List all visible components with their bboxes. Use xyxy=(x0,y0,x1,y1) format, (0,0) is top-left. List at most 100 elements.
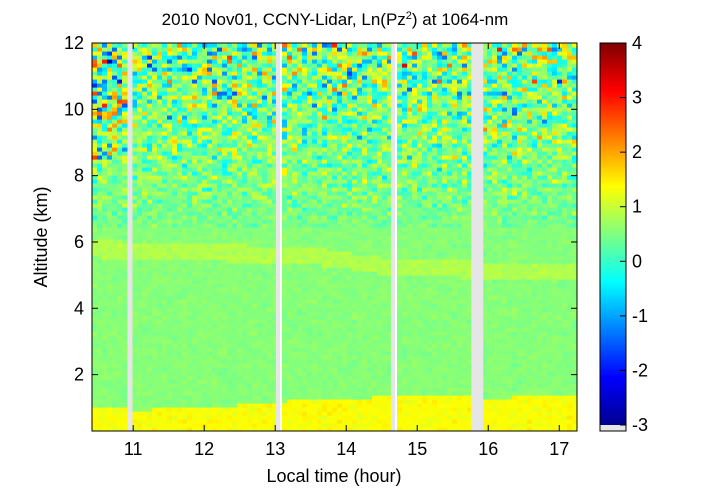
heatmap-cell xyxy=(177,311,183,316)
heatmap-cell xyxy=(202,267,208,272)
heatmap-cell xyxy=(232,283,238,288)
heatmap-cell xyxy=(217,295,223,300)
heatmap-cell xyxy=(262,411,268,416)
heatmap-cell xyxy=(117,363,123,368)
heatmap-cell xyxy=(147,339,153,344)
heatmap-cell xyxy=(212,147,218,152)
heatmap-cell xyxy=(107,219,113,224)
heatmap-cell xyxy=(252,155,258,160)
heatmap-cell xyxy=(137,323,143,328)
heatmap-cell xyxy=(142,59,148,64)
heatmap-cell xyxy=(247,95,253,100)
heatmap-cell xyxy=(352,43,358,48)
heatmap-cell xyxy=(297,179,303,184)
heatmap-cell xyxy=(262,239,268,244)
heatmap-cell xyxy=(342,239,348,244)
heatmap-cell xyxy=(137,387,143,392)
heatmap-cell xyxy=(292,303,298,308)
heatmap-cell xyxy=(262,399,268,404)
heatmap-cell xyxy=(267,83,273,88)
heatmap-cell xyxy=(107,239,113,244)
heatmap-cell xyxy=(237,375,243,380)
heatmap-cell xyxy=(292,383,298,388)
heatmap-cell xyxy=(347,175,353,180)
heatmap-cell xyxy=(352,303,358,308)
heatmap-cell xyxy=(137,247,143,252)
heatmap-cell xyxy=(212,315,218,320)
heatmap-cell xyxy=(152,91,158,96)
heatmap-cell xyxy=(162,207,168,212)
heatmap-cell xyxy=(347,95,353,100)
heatmap-cell xyxy=(317,63,323,68)
heatmap-cell xyxy=(92,383,98,388)
heatmap-cell xyxy=(117,187,123,192)
heatmap-cell xyxy=(322,383,328,388)
heatmap-cell xyxy=(337,147,343,152)
heatmap-cell xyxy=(122,123,128,128)
heatmap-cell xyxy=(222,215,228,220)
heatmap-cell xyxy=(242,187,248,192)
heatmap-cell xyxy=(162,83,168,88)
heatmap-cell xyxy=(272,175,278,180)
heatmap-cell xyxy=(302,199,308,204)
heatmap-cell xyxy=(272,335,278,340)
heatmap-cell xyxy=(142,351,148,356)
heatmap-cell xyxy=(257,327,263,332)
heatmap-cell xyxy=(222,363,228,368)
heatmap-cell xyxy=(262,123,268,128)
heatmap-cell xyxy=(167,279,173,284)
heatmap-cell xyxy=(147,67,153,72)
heatmap-cell xyxy=(287,311,293,316)
heatmap-cell xyxy=(92,423,98,428)
heatmap-cell xyxy=(177,383,183,388)
heatmap-cell xyxy=(327,83,333,88)
heatmap-cell xyxy=(327,103,333,108)
heatmap-cell xyxy=(257,123,263,128)
heatmap-cell xyxy=(342,135,348,140)
heatmap-cell xyxy=(132,335,138,340)
heatmap-cell xyxy=(107,299,113,304)
heatmap-cell xyxy=(287,227,293,232)
heatmap-cell xyxy=(132,423,138,428)
heatmap-cell xyxy=(262,371,268,376)
heatmap-cell xyxy=(302,299,308,304)
heatmap-cell xyxy=(282,203,288,208)
heatmap-cell xyxy=(252,139,258,144)
heatmap-cell xyxy=(167,287,173,292)
heatmap-cell xyxy=(227,99,233,104)
heatmap-cell xyxy=(167,151,173,156)
heatmap-cell xyxy=(172,219,178,224)
heatmap-cell xyxy=(282,319,288,324)
heatmap-cell xyxy=(182,363,188,368)
heatmap-cell xyxy=(187,175,193,180)
heatmap-cell xyxy=(112,247,118,252)
heatmap-cell xyxy=(117,407,123,412)
heatmap-cell xyxy=(237,91,243,96)
heatmap-cell xyxy=(327,143,333,148)
heatmap-cell xyxy=(162,127,168,132)
heatmap-cell xyxy=(137,59,143,64)
heatmap-cell xyxy=(312,347,318,352)
heatmap-cell xyxy=(197,399,203,404)
heatmap-cell xyxy=(92,151,98,156)
heatmap-cell xyxy=(297,51,303,56)
heatmap-cell xyxy=(307,379,313,384)
heatmap-cell xyxy=(292,323,298,328)
heatmap-cell xyxy=(302,275,308,280)
heatmap-cell xyxy=(347,403,353,408)
heatmap-cell xyxy=(207,131,213,136)
heatmap-cell xyxy=(147,139,153,144)
heatmap-cell xyxy=(182,287,188,292)
heatmap-cell xyxy=(257,55,263,60)
heatmap-cell xyxy=(162,371,168,376)
heatmap-cell xyxy=(222,127,228,132)
heatmap-cell xyxy=(97,383,103,388)
heatmap-cell xyxy=(342,367,348,372)
heatmap-cell xyxy=(157,135,163,140)
heatmap-cell xyxy=(137,79,143,84)
heatmap-cell xyxy=(212,391,218,396)
heatmap-cell xyxy=(202,231,208,236)
heatmap-cell xyxy=(167,207,173,212)
heatmap-cell xyxy=(157,399,163,404)
heatmap-cell xyxy=(157,375,163,380)
